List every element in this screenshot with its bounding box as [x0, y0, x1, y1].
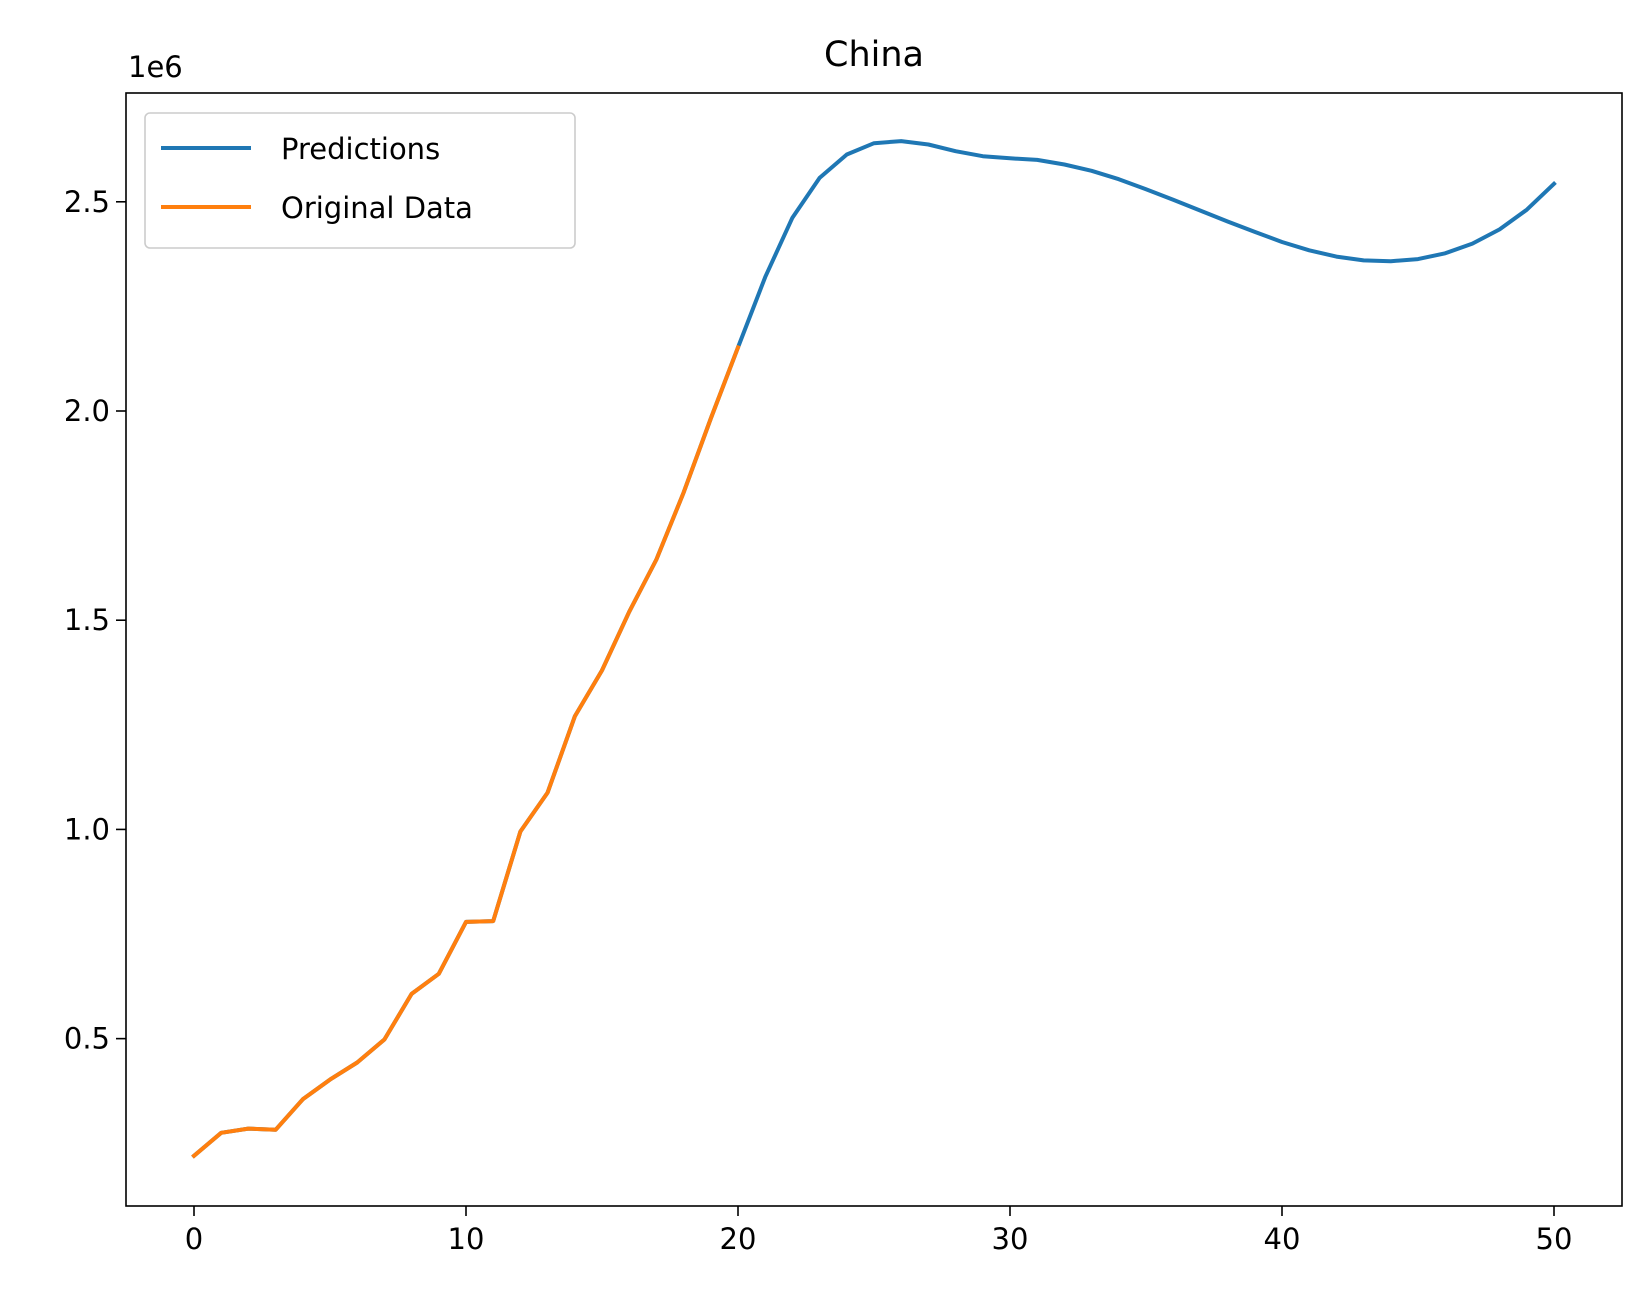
- legend-box: [144, 112, 576, 249]
- y-tick-label: 1.0: [64, 812, 110, 846]
- x-tick-label: 50: [1536, 1222, 1573, 1256]
- plot-area: [126, 93, 1622, 1206]
- x-tick-label: 10: [448, 1222, 485, 1256]
- x-tick-label: 30: [992, 1222, 1029, 1256]
- plot-frame: [125, 92, 1623, 1207]
- chart-title: China: [824, 35, 924, 75]
- x-tick-label: 40: [1264, 1222, 1301, 1256]
- series-lines: [191, 139, 1557, 1159]
- y-tick-label: 2.5: [64, 185, 110, 219]
- series-line-original-data: [191, 344, 741, 1159]
- legend-label-original-data: Original Data: [281, 191, 473, 225]
- x-tick-label: 20: [720, 1222, 757, 1256]
- legend-label-predictions: Predictions: [281, 132, 440, 166]
- y-tick-label: 2.0: [64, 394, 110, 428]
- y-tick-label: 0.5: [64, 1022, 110, 1056]
- axis-ticks: 0 10 20 30 40 50 0.5 1.0 1.5 2.0 2.5: [64, 185, 1573, 1256]
- legend: Predictions Original Data: [144, 112, 576, 249]
- y-tick-label: 1.5: [64, 603, 110, 637]
- y-axis-offset-label: 1e6: [128, 50, 183, 84]
- x-tick-label: 0: [185, 1222, 203, 1256]
